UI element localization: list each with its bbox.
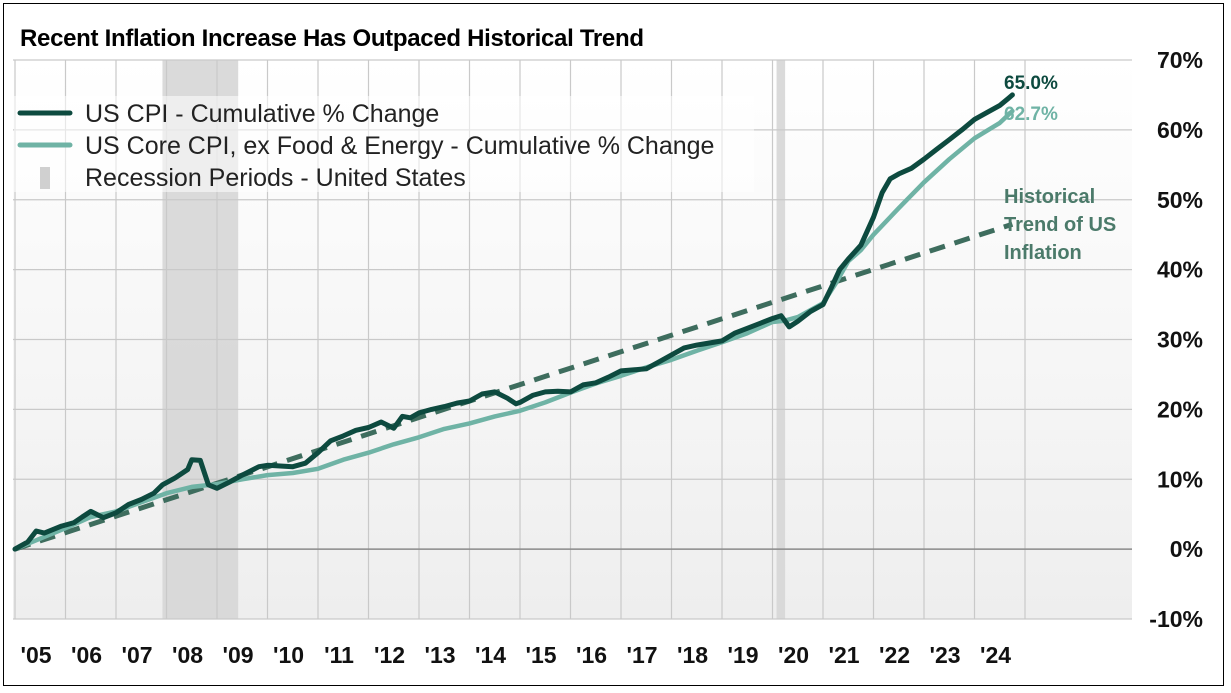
y-tick-label: 60% bbox=[1157, 117, 1203, 143]
y-tick-label: 10% bbox=[1157, 466, 1203, 492]
x-tick-label: '19 bbox=[727, 642, 758, 668]
x-tick-label: '10 bbox=[273, 642, 304, 668]
x-tick-label: '22 bbox=[879, 642, 910, 668]
x-tick-label: '21 bbox=[828, 642, 859, 668]
core-cpi-end-label: 62.7% bbox=[1004, 104, 1058, 125]
x-tick-label: '05 bbox=[20, 642, 51, 668]
x-tick-label: '15 bbox=[525, 642, 556, 668]
cpi-line bbox=[12, 92, 1015, 552]
y-tick-label: 0% bbox=[1170, 536, 1203, 562]
x-tick-label: '23 bbox=[929, 642, 960, 668]
y-tick-label: -10% bbox=[1149, 606, 1203, 632]
legend-label: US Core CPI, ex Food & Energy - Cumulati… bbox=[85, 132, 714, 160]
x-tick-label: '07 bbox=[121, 642, 152, 668]
x-tick-label: '20 bbox=[778, 642, 809, 668]
chart-title: Recent Inflation Increase Has Outpaced H… bbox=[20, 25, 644, 52]
trend-annotation-line: Trend of US bbox=[1004, 214, 1116, 236]
x-tick-label: '24 bbox=[980, 642, 1011, 668]
trend-annotation-line: Historical bbox=[1004, 186, 1095, 208]
x-tick-label: '13 bbox=[424, 642, 455, 668]
core-cpi-line bbox=[12, 108, 1015, 552]
x-tick-label: '08 bbox=[172, 642, 203, 668]
x-tick-label: '17 bbox=[626, 642, 657, 668]
y-tick-label: 40% bbox=[1157, 257, 1203, 283]
y-tick-label: 70% bbox=[1157, 47, 1203, 73]
cpi-end-label: 65.0% bbox=[1004, 73, 1058, 94]
y-tick-label: 30% bbox=[1157, 327, 1203, 353]
x-tick-label: '16 bbox=[576, 642, 607, 668]
trend-annotation-line: Inflation bbox=[1004, 242, 1082, 264]
x-tick-label: '09 bbox=[222, 642, 253, 668]
legend-box bbox=[14, 96, 754, 192]
y-tick-label: 50% bbox=[1157, 187, 1203, 213]
x-tick-label: '12 bbox=[374, 642, 405, 668]
x-tick-label: '18 bbox=[677, 642, 708, 668]
legend-label: US CPI - Cumulative % Change bbox=[85, 100, 439, 128]
trend-line bbox=[14, 221, 1014, 552]
x-tick-label: '11 bbox=[324, 642, 354, 668]
x-tick-label: '14 bbox=[475, 642, 506, 668]
legend-swatch-recession bbox=[40, 167, 50, 189]
y-tick-label: 20% bbox=[1157, 396, 1203, 422]
x-tick-label: '06 bbox=[71, 642, 102, 668]
legend-label: Recession Periods - United States bbox=[85, 164, 466, 192]
